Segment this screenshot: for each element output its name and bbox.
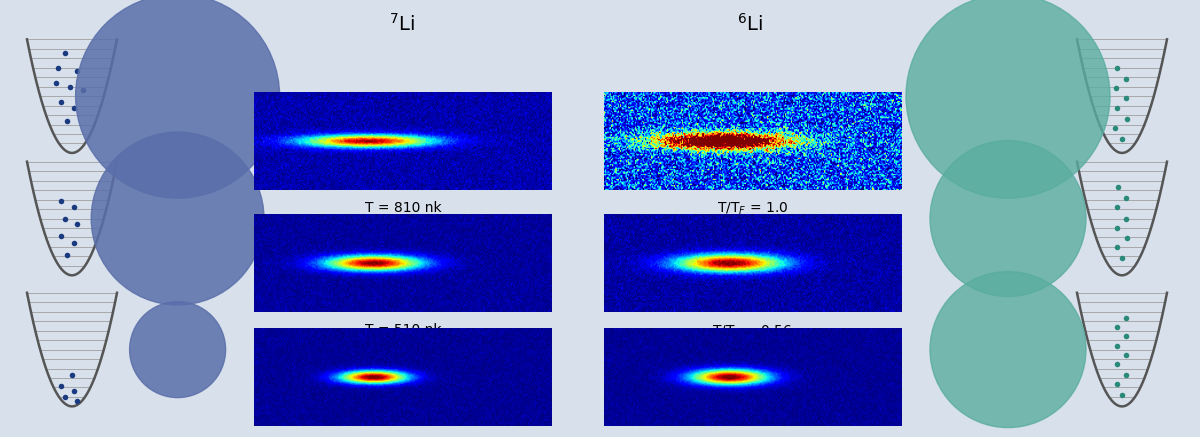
Ellipse shape [130,302,226,398]
Ellipse shape [76,0,280,198]
Text: T/T$_F$ = 1.0: T/T$_F$ = 1.0 [716,201,788,218]
Text: T = 810 nk: T = 810 nk [365,201,442,215]
Text: $^6$Li: $^6$Li [737,13,763,35]
Ellipse shape [930,272,1086,427]
Ellipse shape [930,141,1086,296]
Ellipse shape [91,132,264,305]
Ellipse shape [906,0,1110,198]
Text: T = 510 nk: T = 510 nk [365,323,442,337]
Text: $^7$Li: $^7$Li [389,13,415,35]
Text: T/T$_F$ = 0.56: T/T$_F$ = 0.56 [713,323,792,340]
